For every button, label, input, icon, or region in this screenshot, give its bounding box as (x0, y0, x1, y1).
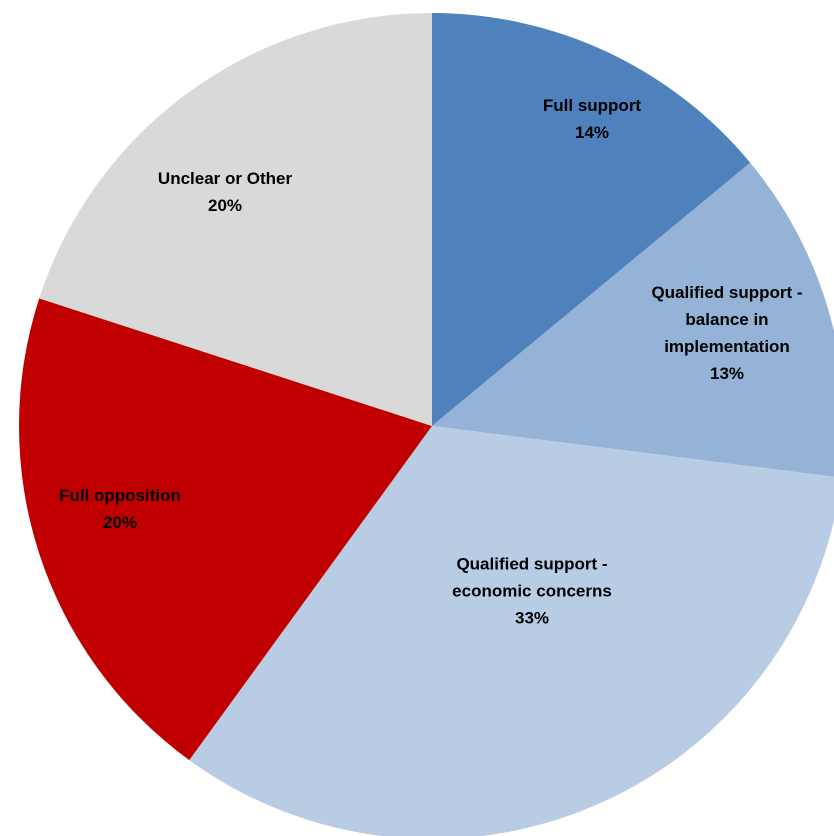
pie-slice-value-label: 13% (710, 364, 744, 383)
pie-slice-3 (189, 426, 834, 836)
pie-slice-1 (432, 13, 751, 426)
pie-slice-category-label: Full opposition (59, 486, 181, 505)
pie-slice-value-label: 33% (515, 608, 549, 627)
pie-slice-category-label: Qualified support - (456, 554, 607, 573)
pie-slice-2 (432, 162, 834, 477)
pie-slice-category-label: implementation (664, 337, 790, 356)
pie-slice-category-label: Full support (543, 96, 642, 115)
pie-slice-value-label: 14% (575, 123, 609, 142)
pie-slice-category-label: balance in (685, 310, 768, 329)
pie-slice-4 (18, 298, 432, 761)
pie-labels: Full support 14% Qualified support - balanc… (59, 96, 802, 628)
pie-slice-category-label: economic concerns (452, 581, 612, 600)
pie-slice-category-label: Unclear or Other (158, 169, 293, 188)
pie-slice-5 (39, 13, 433, 426)
pie-slice-category-label: Qualified support - (651, 283, 802, 302)
pie-slices (18, 13, 834, 836)
pie-slice-value-label: 20% (103, 513, 137, 532)
pie-slice-value-label: 20% (208, 196, 242, 215)
